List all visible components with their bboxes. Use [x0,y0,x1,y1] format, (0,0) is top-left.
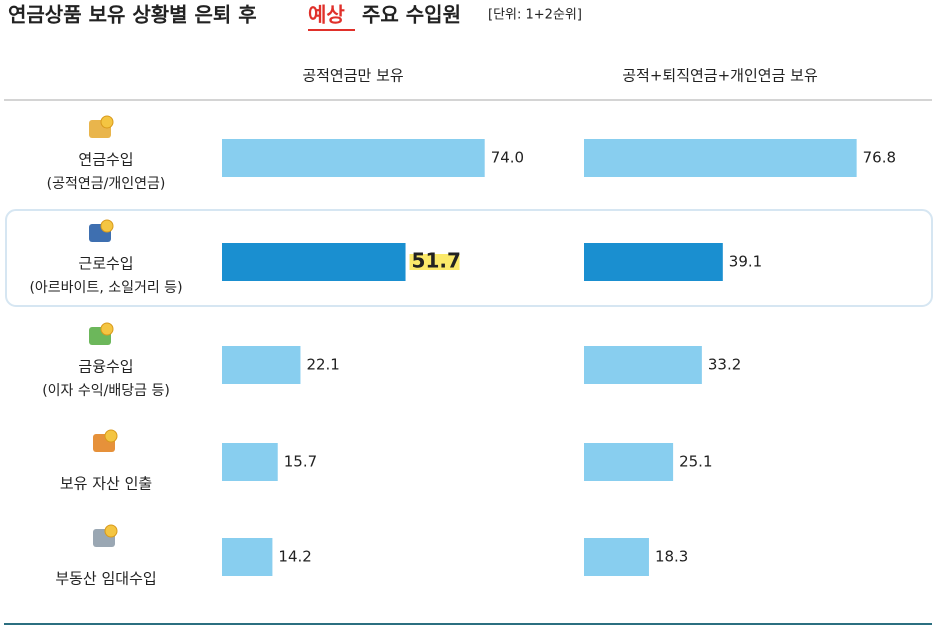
bar [222,538,273,576]
category-label: 부동산 임대수입 [55,570,156,588]
chart-title-highlight: 예상 [308,3,345,27]
category-label: 근로수입 [78,255,133,273]
category-icon [89,322,114,345]
value-label: 22.1 [306,356,339,374]
value-label: 74.0 [491,149,524,167]
category-note: (아르바이트, 소일거리 등) [29,280,182,296]
category-label: 금융수입 [78,358,133,376]
bar [584,243,723,281]
value-label: 76.8 [863,149,896,167]
category-icon [93,429,118,452]
bar [222,443,278,481]
category-note: (이자 수익/배당금 등) [42,383,170,399]
category-icon [89,219,114,242]
bar [222,346,301,384]
highlight-box [5,209,933,307]
value-label: 51.7 [412,249,461,273]
chart-title: 주요 수입원 [362,3,461,27]
legend-label: 공적연금만 보유 [302,67,404,85]
icon-coin [104,429,118,443]
category-icon [89,115,114,138]
value-label: 25.1 [679,453,712,471]
bar [222,243,406,281]
icon-coin [104,524,118,538]
chart-title: 연금상품 보유 상황별 은퇴 후 [8,3,257,27]
value-label: 18.3 [655,548,688,566]
unit-note: [단위: 1+2순위] [488,8,582,23]
category-label: 보유 자산 인출 [60,475,152,493]
bar [584,538,649,576]
category-icon [93,524,118,547]
legend-label: 공적+퇴직연금+개인연금 보유 [622,67,818,85]
value-label: 33.2 [708,356,741,374]
icon-coin [100,219,114,233]
value-label: 14.2 [278,548,311,566]
label-highlight [409,254,460,270]
bar [584,443,674,481]
category-note: (공적연금/개인연금) [47,176,166,192]
value-label: 39.1 [729,253,762,271]
bar [584,139,857,177]
bar [222,139,485,177]
category-label: 연금수입 [78,151,133,169]
icon-coin [100,322,114,336]
icon-coin [100,115,114,129]
bar [584,346,702,384]
value-label: 15.7 [284,453,317,471]
